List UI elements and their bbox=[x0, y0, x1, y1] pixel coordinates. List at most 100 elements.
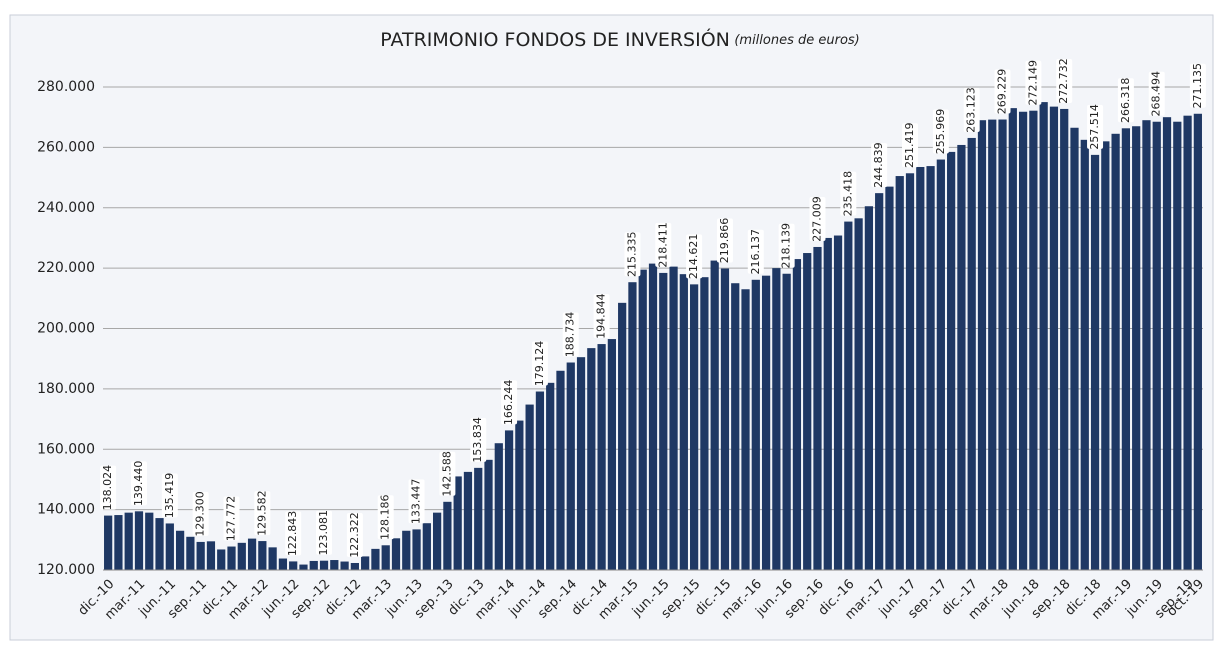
bar bbox=[124, 512, 133, 570]
value-label-box bbox=[1087, 104, 1104, 149]
bar bbox=[803, 253, 812, 570]
bar bbox=[494, 443, 503, 570]
value-label-box bbox=[161, 473, 178, 518]
value-label-box bbox=[1117, 78, 1134, 123]
bar bbox=[556, 370, 565, 570]
bar bbox=[515, 420, 524, 570]
y-tick-label: 200.000 bbox=[37, 321, 95, 337]
bar bbox=[1101, 141, 1110, 570]
bar bbox=[422, 523, 431, 570]
y-tick-label: 240.000 bbox=[37, 200, 95, 216]
bar bbox=[731, 283, 740, 570]
bar bbox=[1090, 154, 1100, 570]
value-label: 251.419 bbox=[903, 123, 916, 169]
y-tick-label: 280.000 bbox=[37, 79, 95, 95]
bar bbox=[134, 511, 144, 570]
bar bbox=[916, 166, 925, 570]
value-label: 129.582 bbox=[255, 490, 268, 536]
value-label-box bbox=[408, 479, 425, 524]
bar bbox=[607, 339, 616, 570]
value-label: 257.514 bbox=[1088, 104, 1101, 149]
bar bbox=[1132, 126, 1141, 571]
bar bbox=[638, 269, 647, 570]
bar bbox=[1142, 120, 1151, 571]
bar bbox=[371, 548, 380, 570]
value-label: 269.229 bbox=[996, 69, 1009, 115]
bar bbox=[546, 382, 555, 570]
bar bbox=[1060, 108, 1069, 570]
bar bbox=[1162, 117, 1172, 570]
value-label: 263.123 bbox=[965, 87, 978, 133]
bar bbox=[268, 547, 277, 570]
value-label: 135.419 bbox=[163, 473, 176, 518]
bar bbox=[247, 538, 257, 570]
bar bbox=[576, 357, 586, 570]
bar bbox=[535, 391, 545, 570]
value-label: 215.335 bbox=[625, 231, 638, 276]
value-label-box bbox=[470, 417, 487, 462]
bar bbox=[926, 166, 935, 570]
value-label-box bbox=[932, 109, 949, 154]
value-label: 272.732 bbox=[1057, 58, 1070, 104]
bar bbox=[669, 266, 678, 570]
bar bbox=[710, 260, 719, 570]
bar bbox=[350, 562, 359, 570]
bar bbox=[186, 536, 195, 570]
value-label-box bbox=[192, 491, 209, 536]
bar bbox=[1193, 113, 1202, 570]
value-label-box bbox=[902, 123, 919, 168]
bar bbox=[947, 151, 956, 570]
bar bbox=[833, 235, 843, 570]
bar bbox=[813, 246, 822, 570]
bar bbox=[402, 530, 411, 570]
value-label-box bbox=[1025, 60, 1042, 105]
bar bbox=[628, 282, 637, 570]
value-label-box bbox=[963, 87, 980, 132]
value-label: 219.866 bbox=[718, 218, 731, 264]
bar bbox=[1008, 108, 1017, 570]
y-tick-label: 140.000 bbox=[37, 502, 95, 518]
value-label: 127.772 bbox=[225, 496, 238, 542]
bar bbox=[772, 268, 781, 570]
value-label: 123.081 bbox=[317, 510, 330, 556]
bar bbox=[278, 558, 288, 570]
bar bbox=[175, 530, 185, 570]
value-label-box bbox=[439, 451, 456, 496]
value-label: 153.834 bbox=[471, 417, 484, 463]
value-label-box bbox=[716, 218, 733, 263]
bar bbox=[885, 186, 894, 570]
value-label-box bbox=[501, 380, 518, 425]
bar bbox=[484, 459, 493, 570]
bar bbox=[330, 560, 339, 570]
bar bbox=[258, 541, 267, 570]
value-label-box bbox=[655, 222, 672, 267]
bar bbox=[597, 344, 606, 570]
value-label-box bbox=[593, 294, 610, 339]
value-label: 235.418 bbox=[841, 171, 854, 217]
y-tick-label: 260.000 bbox=[37, 139, 95, 155]
bar bbox=[453, 476, 462, 570]
y-tick-label: 160.000 bbox=[37, 441, 95, 457]
value-label-box bbox=[747, 229, 764, 274]
bar bbox=[679, 274, 688, 570]
bar bbox=[206, 541, 216, 570]
value-label-box bbox=[254, 491, 271, 536]
value-label: 122.843 bbox=[286, 511, 299, 557]
bar bbox=[587, 348, 596, 570]
chart-subtitle: (millones de euros) bbox=[734, 33, 859, 48]
bar bbox=[792, 259, 802, 570]
bar bbox=[875, 193, 884, 570]
bar bbox=[1183, 115, 1192, 570]
bar bbox=[720, 268, 730, 570]
bar bbox=[227, 546, 236, 570]
bar bbox=[566, 362, 575, 570]
y-tick-label: 220.000 bbox=[37, 260, 95, 276]
value-label: 216.137 bbox=[749, 229, 762, 275]
value-label: 255.969 bbox=[934, 109, 947, 155]
value-label-box bbox=[100, 465, 117, 510]
value-label: 133.447 bbox=[410, 479, 423, 525]
bar bbox=[1121, 128, 1131, 570]
value-label-box bbox=[223, 496, 240, 541]
bar bbox=[751, 279, 760, 570]
